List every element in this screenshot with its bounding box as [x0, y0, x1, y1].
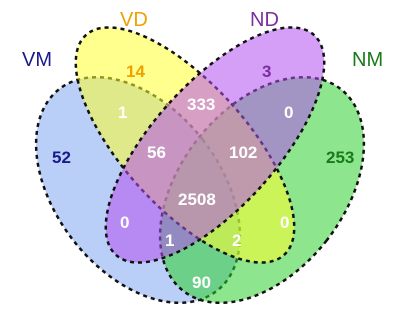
- count-vm-vd-nm: 2: [232, 231, 241, 250]
- count-vm-only: 52: [52, 148, 71, 167]
- set-label-nd: ND: [250, 9, 279, 31]
- set-label-vm: VM: [22, 49, 52, 71]
- count-nm-only: 253: [326, 148, 354, 167]
- set-nd-ellipse: [104, 26, 326, 264]
- count-vd-only: 14: [126, 62, 145, 81]
- count-vm-nd: 0: [120, 213, 129, 232]
- count-vd-nm: 0: [280, 213, 289, 232]
- count-nd-nm: 0: [284, 103, 293, 122]
- set-label-nm: NM: [352, 49, 383, 71]
- count-vm-vd: 1: [118, 103, 127, 122]
- set-label-vd: VD: [120, 9, 148, 31]
- count-all-four: 2508: [178, 190, 216, 209]
- count-vm-nm: 90: [192, 273, 211, 292]
- count-nd-only: 3: [262, 62, 271, 81]
- count-vd-nd-nm: 102: [229, 143, 257, 162]
- count-vm-vd-nd: 56: [147, 143, 166, 162]
- count-vd-nd: 333: [187, 95, 215, 114]
- count-vm-nd-nm: 1: [165, 231, 174, 250]
